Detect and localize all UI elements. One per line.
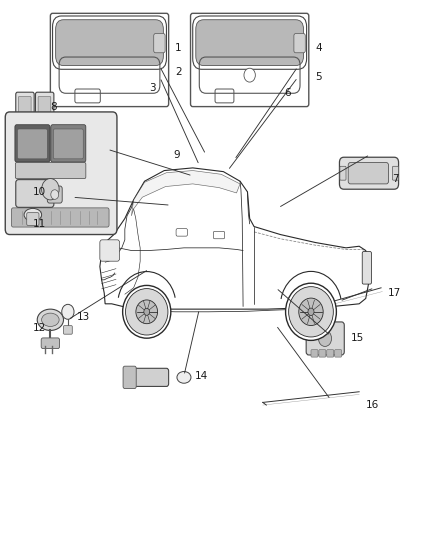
FancyBboxPatch shape [35, 92, 54, 122]
FancyBboxPatch shape [327, 350, 334, 357]
Text: 12: 12 [33, 323, 46, 333]
FancyBboxPatch shape [64, 326, 72, 334]
Circle shape [244, 68, 255, 82]
FancyBboxPatch shape [53, 129, 83, 159]
Polygon shape [131, 171, 240, 216]
Circle shape [144, 308, 150, 316]
Ellipse shape [37, 309, 64, 330]
Circle shape [308, 308, 314, 316]
FancyBboxPatch shape [335, 350, 342, 357]
FancyBboxPatch shape [56, 20, 163, 66]
FancyBboxPatch shape [311, 350, 318, 357]
Ellipse shape [286, 283, 336, 341]
FancyBboxPatch shape [18, 129, 47, 159]
FancyBboxPatch shape [11, 208, 109, 227]
Text: 11: 11 [33, 219, 46, 229]
Text: 14: 14 [195, 371, 208, 381]
FancyBboxPatch shape [15, 125, 50, 162]
FancyBboxPatch shape [47, 186, 62, 203]
FancyBboxPatch shape [123, 366, 136, 389]
Text: 16: 16 [366, 400, 379, 410]
Text: 6: 6 [285, 88, 291, 98]
FancyBboxPatch shape [27, 213, 39, 225]
Ellipse shape [123, 286, 171, 338]
FancyBboxPatch shape [196, 20, 304, 66]
Text: 4: 4 [315, 43, 322, 53]
Text: 10: 10 [33, 187, 46, 197]
Ellipse shape [289, 287, 333, 337]
Text: 2: 2 [175, 67, 182, 77]
Circle shape [62, 304, 74, 319]
FancyBboxPatch shape [294, 34, 305, 53]
Text: 15: 15 [350, 334, 364, 343]
Text: 1: 1 [175, 43, 182, 53]
FancyBboxPatch shape [100, 240, 120, 261]
FancyBboxPatch shape [306, 322, 344, 355]
Ellipse shape [177, 372, 191, 383]
FancyBboxPatch shape [348, 163, 389, 184]
Ellipse shape [42, 313, 59, 326]
Text: 8: 8 [50, 102, 57, 111]
FancyBboxPatch shape [51, 125, 86, 162]
Polygon shape [100, 168, 369, 309]
Circle shape [42, 179, 59, 200]
FancyBboxPatch shape [16, 92, 34, 122]
FancyBboxPatch shape [18, 96, 31, 119]
Ellipse shape [136, 300, 158, 324]
FancyBboxPatch shape [131, 368, 169, 386]
Circle shape [318, 330, 332, 346]
Text: 13: 13 [77, 312, 90, 322]
Text: 17: 17 [388, 288, 401, 298]
FancyBboxPatch shape [5, 112, 117, 235]
Ellipse shape [299, 298, 323, 326]
FancyBboxPatch shape [362, 252, 371, 284]
Ellipse shape [24, 208, 42, 221]
FancyBboxPatch shape [41, 338, 60, 349]
FancyBboxPatch shape [154, 34, 165, 53]
FancyBboxPatch shape [15, 163, 86, 179]
Text: 3: 3 [149, 83, 155, 93]
Circle shape [51, 190, 59, 199]
Text: 7: 7 [392, 174, 399, 183]
FancyBboxPatch shape [38, 96, 51, 119]
Ellipse shape [126, 288, 168, 335]
FancyBboxPatch shape [340, 166, 346, 180]
FancyBboxPatch shape [16, 180, 54, 207]
Text: 5: 5 [315, 72, 322, 82]
FancyBboxPatch shape [339, 157, 399, 189]
FancyBboxPatch shape [392, 166, 399, 180]
Text: 9: 9 [173, 150, 180, 159]
FancyBboxPatch shape [319, 350, 326, 357]
